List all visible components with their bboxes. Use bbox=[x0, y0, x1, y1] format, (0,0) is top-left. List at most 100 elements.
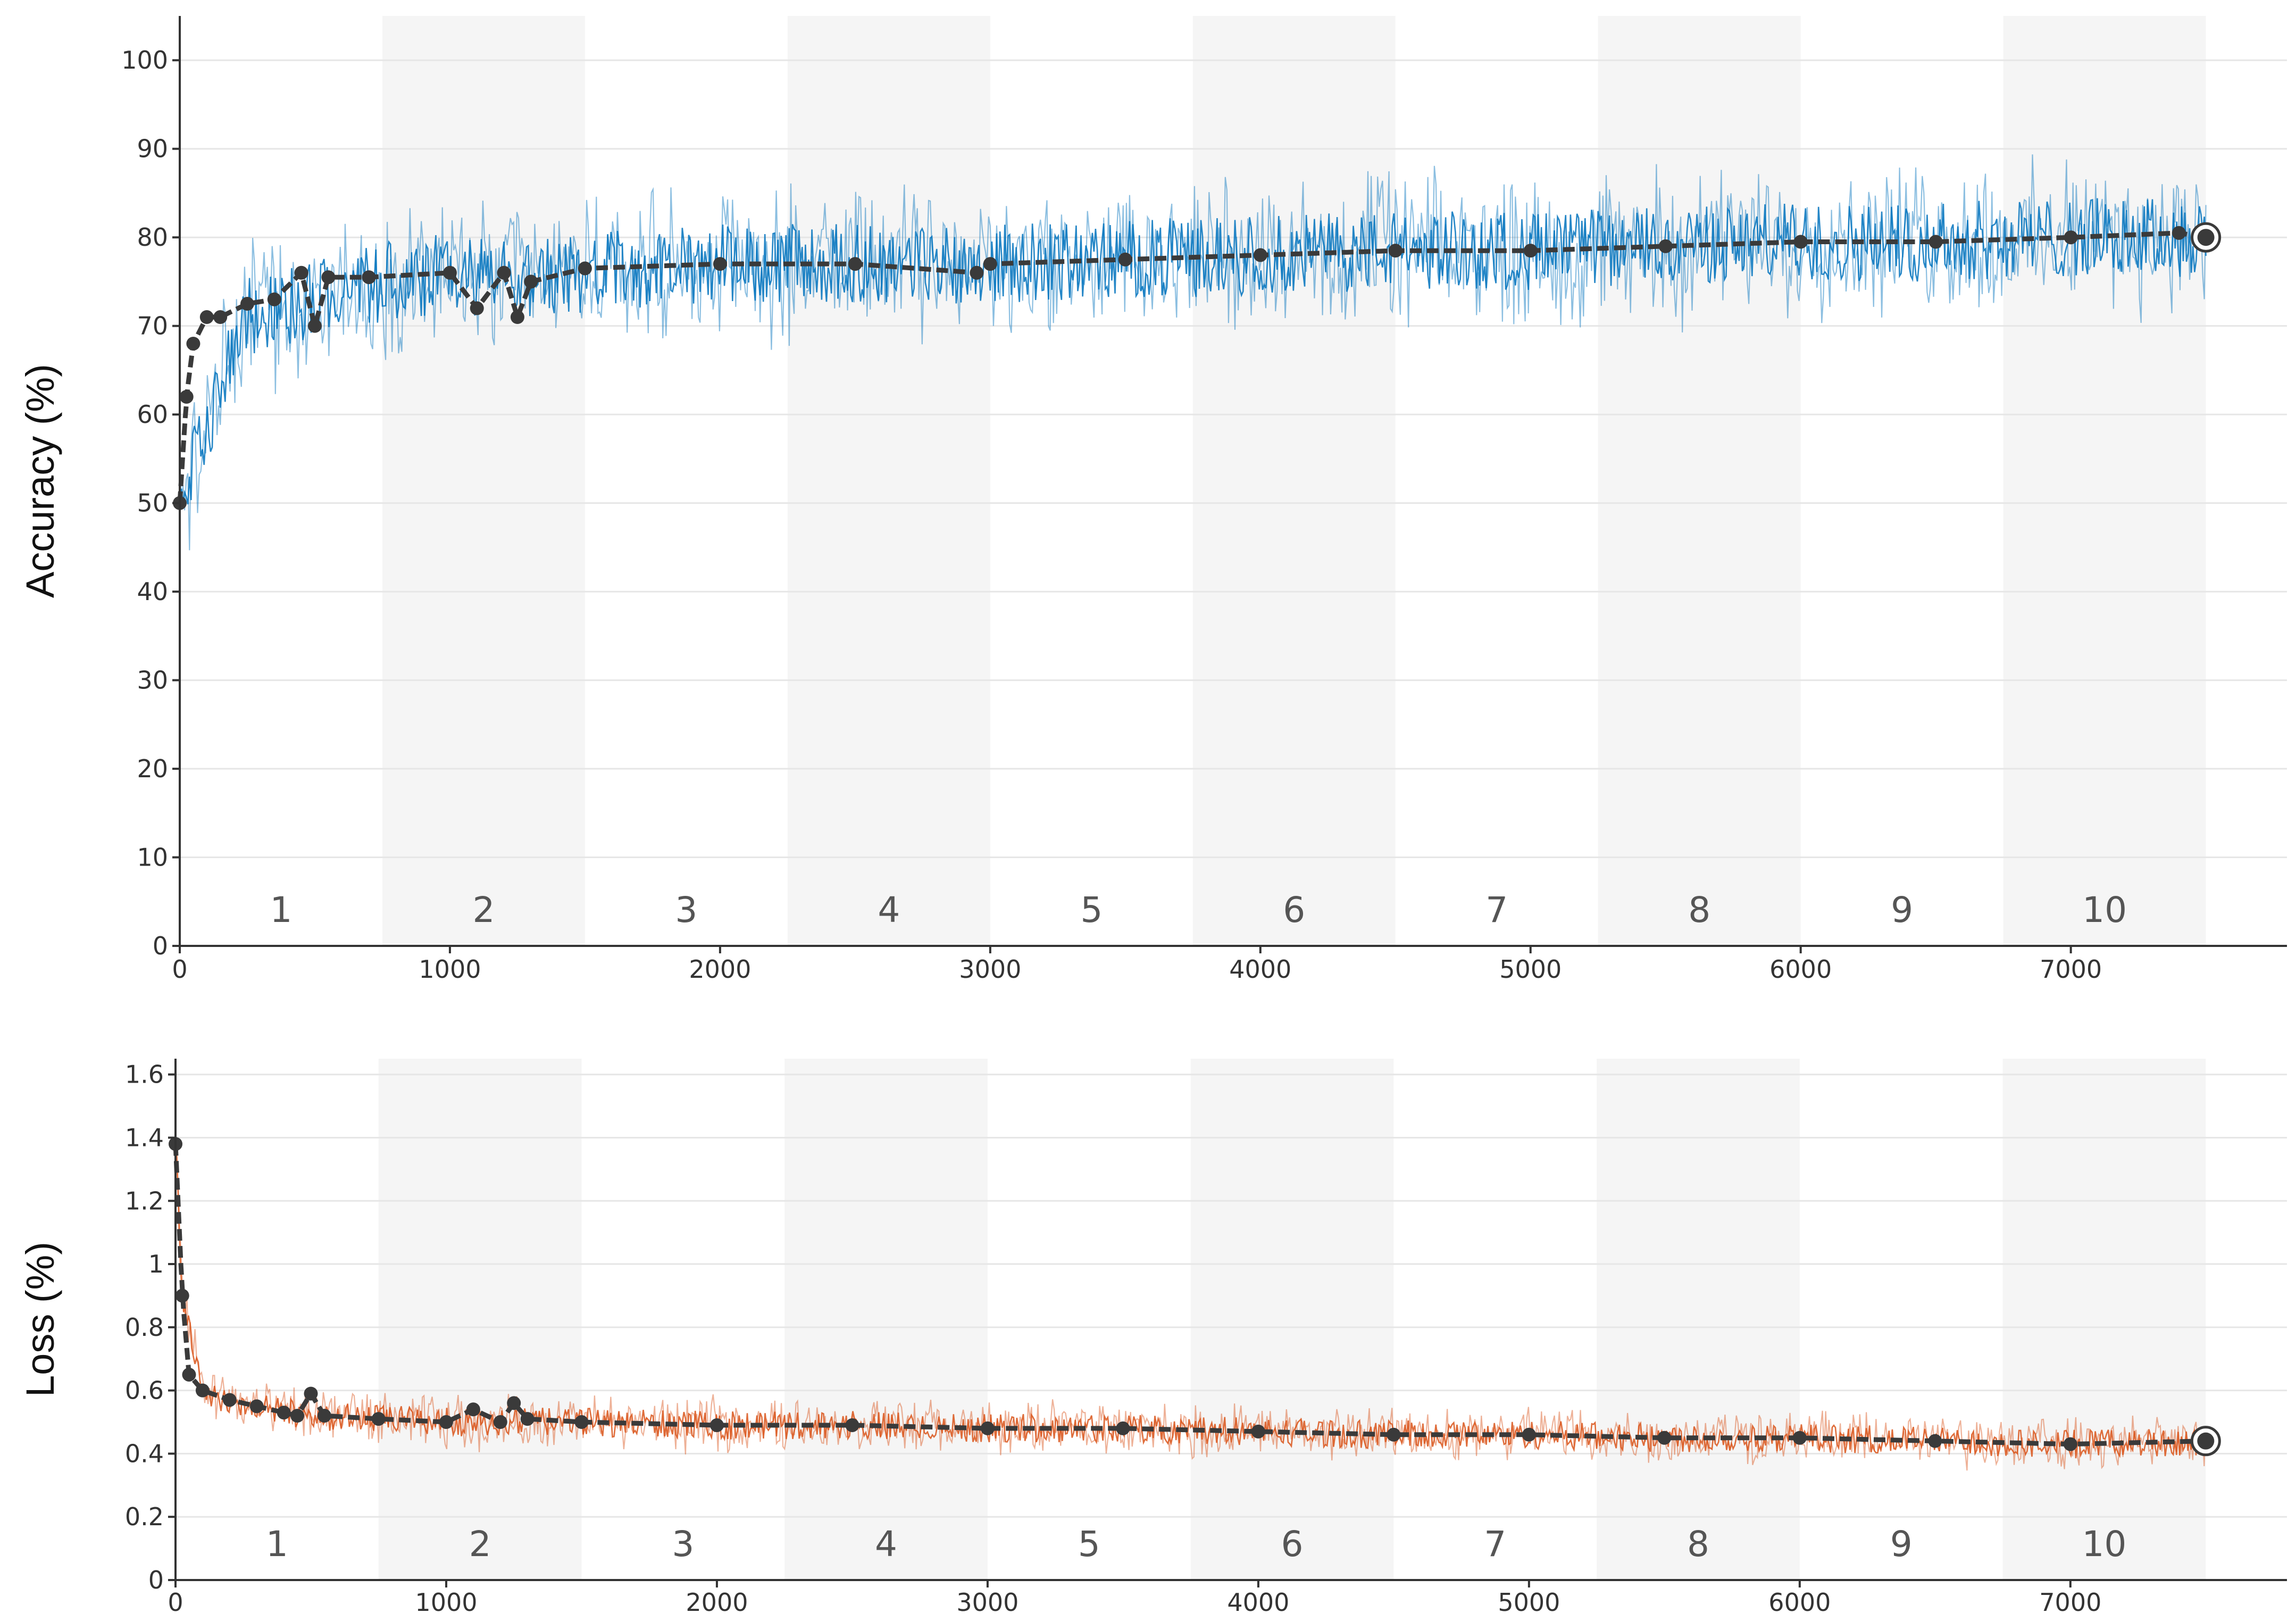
smoothed-point bbox=[507, 1396, 521, 1410]
smoothed-point bbox=[1523, 244, 1538, 258]
epoch-label: 8 bbox=[1688, 890, 1710, 930]
smoothed-point bbox=[497, 265, 511, 280]
smoothed-point bbox=[2063, 1437, 2077, 1451]
x-tick-label: 2000 bbox=[686, 1588, 748, 1617]
smoothed-point bbox=[362, 270, 376, 285]
smoothed-point bbox=[317, 1409, 331, 1423]
epoch-label: 3 bbox=[675, 890, 697, 930]
smoothed-point bbox=[1793, 235, 1808, 249]
y-tick-label: 80 bbox=[137, 223, 168, 252]
final-value-dot bbox=[2197, 229, 2215, 246]
smoothed-point bbox=[574, 1415, 589, 1429]
y-axis-label: Accuracy (%) bbox=[18, 364, 62, 598]
epoch-band-8 bbox=[1597, 1059, 1800, 1580]
epoch-band-10 bbox=[2003, 16, 2206, 946]
x-tick-label: 6000 bbox=[1769, 955, 1832, 984]
x-tick-label: 1000 bbox=[415, 1588, 477, 1617]
smoothed-point bbox=[182, 1367, 196, 1382]
smoothed-point bbox=[307, 319, 322, 333]
y-tick-label: 90 bbox=[137, 135, 168, 163]
smoothed-point bbox=[709, 1418, 724, 1432]
x-tick-label: 4000 bbox=[1229, 955, 1291, 984]
epoch-label: 3 bbox=[672, 1524, 694, 1565]
epoch-band-6 bbox=[1192, 16, 1396, 946]
smoothed-point bbox=[175, 1289, 189, 1303]
epoch-label: 6 bbox=[1281, 1524, 1304, 1565]
epoch-label: 8 bbox=[1687, 1524, 1709, 1565]
epoch-band-2 bbox=[378, 1059, 582, 1580]
smoothed-point bbox=[524, 275, 538, 289]
smoothed-point bbox=[304, 1386, 318, 1401]
smoothed-point bbox=[213, 310, 228, 325]
y-tick-label: 0.4 bbox=[125, 1439, 164, 1468]
smoothed-point bbox=[1928, 235, 1943, 249]
smoothed-point bbox=[1387, 1427, 1401, 1442]
smoothed-point bbox=[1253, 248, 1267, 262]
y-tick-label: 1 bbox=[148, 1250, 164, 1278]
smoothed-point bbox=[1251, 1424, 1265, 1439]
smoothed-point bbox=[845, 1418, 859, 1432]
smoothed-point bbox=[466, 1402, 480, 1417]
epoch-label: 5 bbox=[1080, 890, 1103, 930]
raw-series bbox=[179, 154, 2207, 551]
x-tick-label: 3000 bbox=[959, 955, 1021, 984]
smoothed-point bbox=[1116, 1421, 1130, 1435]
epoch-label: 1 bbox=[270, 890, 292, 930]
smoothed-point bbox=[249, 1399, 264, 1414]
smoothed-point bbox=[442, 265, 457, 280]
y-tick-label: 20 bbox=[137, 754, 168, 783]
smoothed-point bbox=[371, 1412, 386, 1426]
x-tick-label: 4000 bbox=[1227, 1588, 1289, 1617]
smoothed-point bbox=[980, 1421, 995, 1435]
epoch-band-4 bbox=[784, 1059, 988, 1580]
y-tick-label: 1.6 bbox=[125, 1060, 164, 1089]
smoothed-point bbox=[1928, 1434, 1942, 1448]
epoch-label: 5 bbox=[1078, 1524, 1100, 1565]
epoch-band-10 bbox=[2002, 1059, 2206, 1580]
smoothed-point bbox=[277, 1406, 291, 1420]
y-tick-label: 0.2 bbox=[125, 1502, 164, 1531]
y-tick-label: 60 bbox=[137, 400, 168, 429]
epoch-label: 10 bbox=[2082, 890, 2127, 930]
epoch-label: 7 bbox=[1485, 890, 1508, 930]
smoothed-point bbox=[1522, 1427, 1536, 1442]
smoothed-point bbox=[848, 257, 862, 271]
final-value-dot bbox=[2197, 1432, 2215, 1450]
smoothed-point bbox=[294, 265, 308, 280]
epoch-label: 1 bbox=[266, 1524, 288, 1565]
epoch-label: 9 bbox=[1890, 1524, 1913, 1565]
x-tick-label: 2000 bbox=[689, 955, 751, 984]
smoothed-point bbox=[520, 1412, 535, 1426]
smoothed-point bbox=[195, 1383, 210, 1398]
smoothed-point bbox=[578, 261, 592, 276]
x-tick-label: 7000 bbox=[2040, 955, 2102, 984]
y-tick-label: 0.6 bbox=[125, 1376, 164, 1405]
y-tick-label: 30 bbox=[137, 666, 168, 695]
x-tick-label: 5000 bbox=[1499, 955, 1562, 984]
epoch-label: 2 bbox=[469, 1524, 491, 1565]
smoothed-point bbox=[983, 257, 997, 271]
smoothed-point bbox=[222, 1393, 237, 1407]
x-tick-label: 7000 bbox=[2039, 1588, 2101, 1617]
smoothed-point bbox=[510, 310, 524, 325]
epoch-label: 10 bbox=[2082, 1524, 2126, 1565]
epoch-label: 7 bbox=[1484, 1524, 1506, 1565]
x-tick-label: 1000 bbox=[419, 955, 481, 984]
smoothed-point bbox=[713, 257, 727, 271]
epoch-label: 9 bbox=[1891, 890, 1913, 930]
epoch-band-8 bbox=[1598, 16, 1801, 946]
smoothed-point bbox=[2064, 230, 2078, 245]
smoothed-point bbox=[1118, 252, 1132, 267]
y-tick-label: 40 bbox=[137, 577, 168, 606]
y-axis-label: Loss (%) bbox=[18, 1242, 62, 1397]
epoch-label: 6 bbox=[1283, 890, 1305, 930]
smoothed-point bbox=[321, 270, 336, 285]
smoothed-point bbox=[186, 336, 201, 351]
smoothed-point bbox=[439, 1415, 453, 1429]
smoothed-point bbox=[290, 1409, 305, 1423]
smoothed-line bbox=[177, 230, 2207, 503]
smoothed-point bbox=[179, 389, 194, 404]
y-tick-label: 0 bbox=[148, 1566, 164, 1594]
